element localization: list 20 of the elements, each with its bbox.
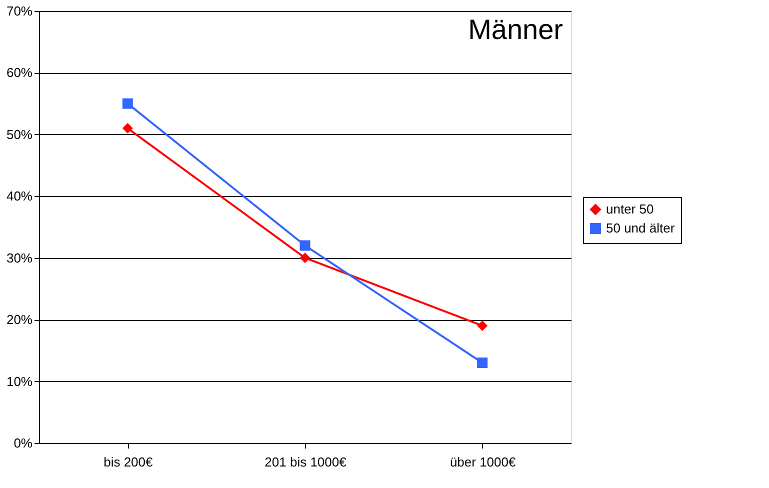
x-tick-label: über 1000€ xyxy=(450,454,516,470)
y-tick-label: 10% xyxy=(6,374,33,389)
point xyxy=(477,358,488,368)
x-tick-label: bis 200€ xyxy=(104,454,154,470)
y-tick-label: 30% xyxy=(6,250,33,266)
legend-label: 50 und älter xyxy=(606,220,676,236)
legend-label: unter 50 xyxy=(606,202,654,216)
point xyxy=(122,123,133,134)
y-tick-label: 60% xyxy=(6,65,33,80)
y-tick-label: 50% xyxy=(6,126,33,142)
point xyxy=(300,252,310,264)
y-tick-label: 0% xyxy=(14,436,33,450)
y-tick-label: 40% xyxy=(6,188,33,204)
point xyxy=(477,320,488,331)
x-tick-label: 201 bis 1000€ xyxy=(264,454,348,470)
y-tick-label: 20% xyxy=(6,312,33,328)
annotation: Männer xyxy=(468,14,563,45)
point xyxy=(300,240,310,251)
y-tick-label: 70% xyxy=(6,4,33,18)
point xyxy=(122,98,133,109)
